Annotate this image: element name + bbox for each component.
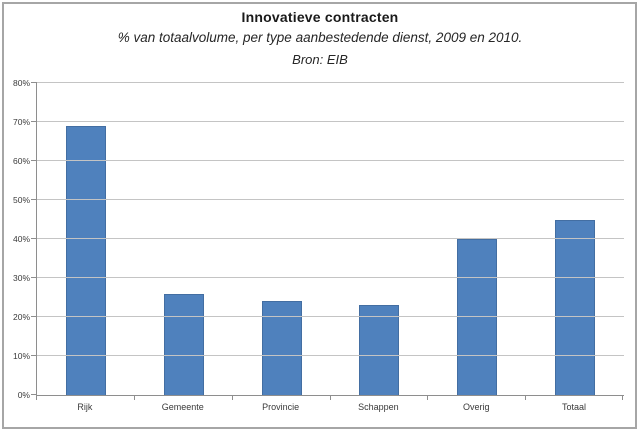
x-axis-labels: Rijk Gemeente Provincie Schappen Overig Totaa… (36, 402, 623, 412)
y-tick-50% (31, 199, 37, 200)
y-axis-label-70%: 70% (12, 117, 30, 127)
x-tick-3 (329, 396, 331, 400)
bar-totaal (555, 219, 596, 395)
gridline-30% (37, 277, 624, 278)
x-axis-label-gemeente: Gemeente (161, 402, 204, 412)
y-axis-labels: 0% 10% 20% 30% 40% 50% 60% 70% 80% (0, 78, 30, 400)
y-axis-label-0%: 0% (17, 390, 30, 400)
y-tick-40% (31, 238, 37, 239)
x-tick-0 (36, 396, 37, 400)
x-tick-5 (525, 396, 527, 400)
y-tick-30% (31, 277, 37, 278)
bar-slot-gemeente (135, 83, 233, 395)
bar-schappen (359, 305, 400, 395)
gridline-40% (37, 238, 624, 239)
gridline-10% (37, 355, 624, 356)
y-tick-60% (31, 160, 37, 161)
y-axis-label-40%: 40% (12, 234, 30, 244)
y-axis-label-80%: 80% (12, 78, 30, 88)
y-axis-ticks (31, 82, 37, 395)
bar-gemeente (163, 293, 204, 395)
x-tick-6 (622, 396, 623, 400)
x-axis-label-totaal: Totaal (562, 402, 587, 412)
bar-series (37, 83, 624, 395)
bar-slot-overig (428, 83, 526, 395)
chart-header: Innovatieve contracten % van totaalvolum… (0, 7, 640, 70)
x-axis-label-overig: Overig (462, 402, 490, 412)
bar-provincie (261, 301, 302, 395)
x-axis-label-rijk: Rijk (77, 402, 93, 412)
y-tick-0% (31, 394, 37, 395)
y-tick-20% (31, 316, 37, 317)
x-axis-label-provincie: Provincie (262, 402, 300, 412)
bar-slot-schappen (330, 83, 428, 395)
y-axis-label-60%: 60% (12, 156, 30, 166)
y-axis-label-50%: 50% (12, 195, 30, 205)
y-axis-label-10%: 10% (12, 351, 30, 361)
gridline-60% (37, 160, 624, 161)
y-tick-80% (31, 82, 37, 83)
y-tick-10% (31, 355, 37, 356)
gridline-80% (37, 82, 624, 83)
y-axis-label-20%: 20% (12, 312, 30, 322)
plot-area (36, 82, 624, 396)
bar-slot-provincie (233, 83, 331, 395)
chart-subtitle: % van totaalvolume, per type aanbesteden… (117, 30, 523, 45)
bar-overig (457, 239, 498, 395)
x-axis-ticks (36, 396, 623, 400)
gridline-70% (37, 121, 624, 122)
gridline-50% (37, 199, 624, 200)
bar-slot-rijk (37, 83, 135, 395)
y-axis-label-30%: 30% (12, 273, 30, 283)
bar-rijk (65, 125, 106, 395)
chart-title: Innovatieve contracten (241, 9, 399, 25)
x-tick-4 (427, 396, 429, 400)
y-tick-70% (31, 121, 37, 122)
gridline-20% (37, 316, 624, 317)
chart-source: Bron: EIB (292, 52, 348, 67)
bar-slot-totaal (526, 83, 624, 395)
x-tick-2 (231, 396, 233, 400)
x-tick-1 (133, 396, 135, 400)
x-axis-label-schappen: Schappen (358, 402, 399, 412)
